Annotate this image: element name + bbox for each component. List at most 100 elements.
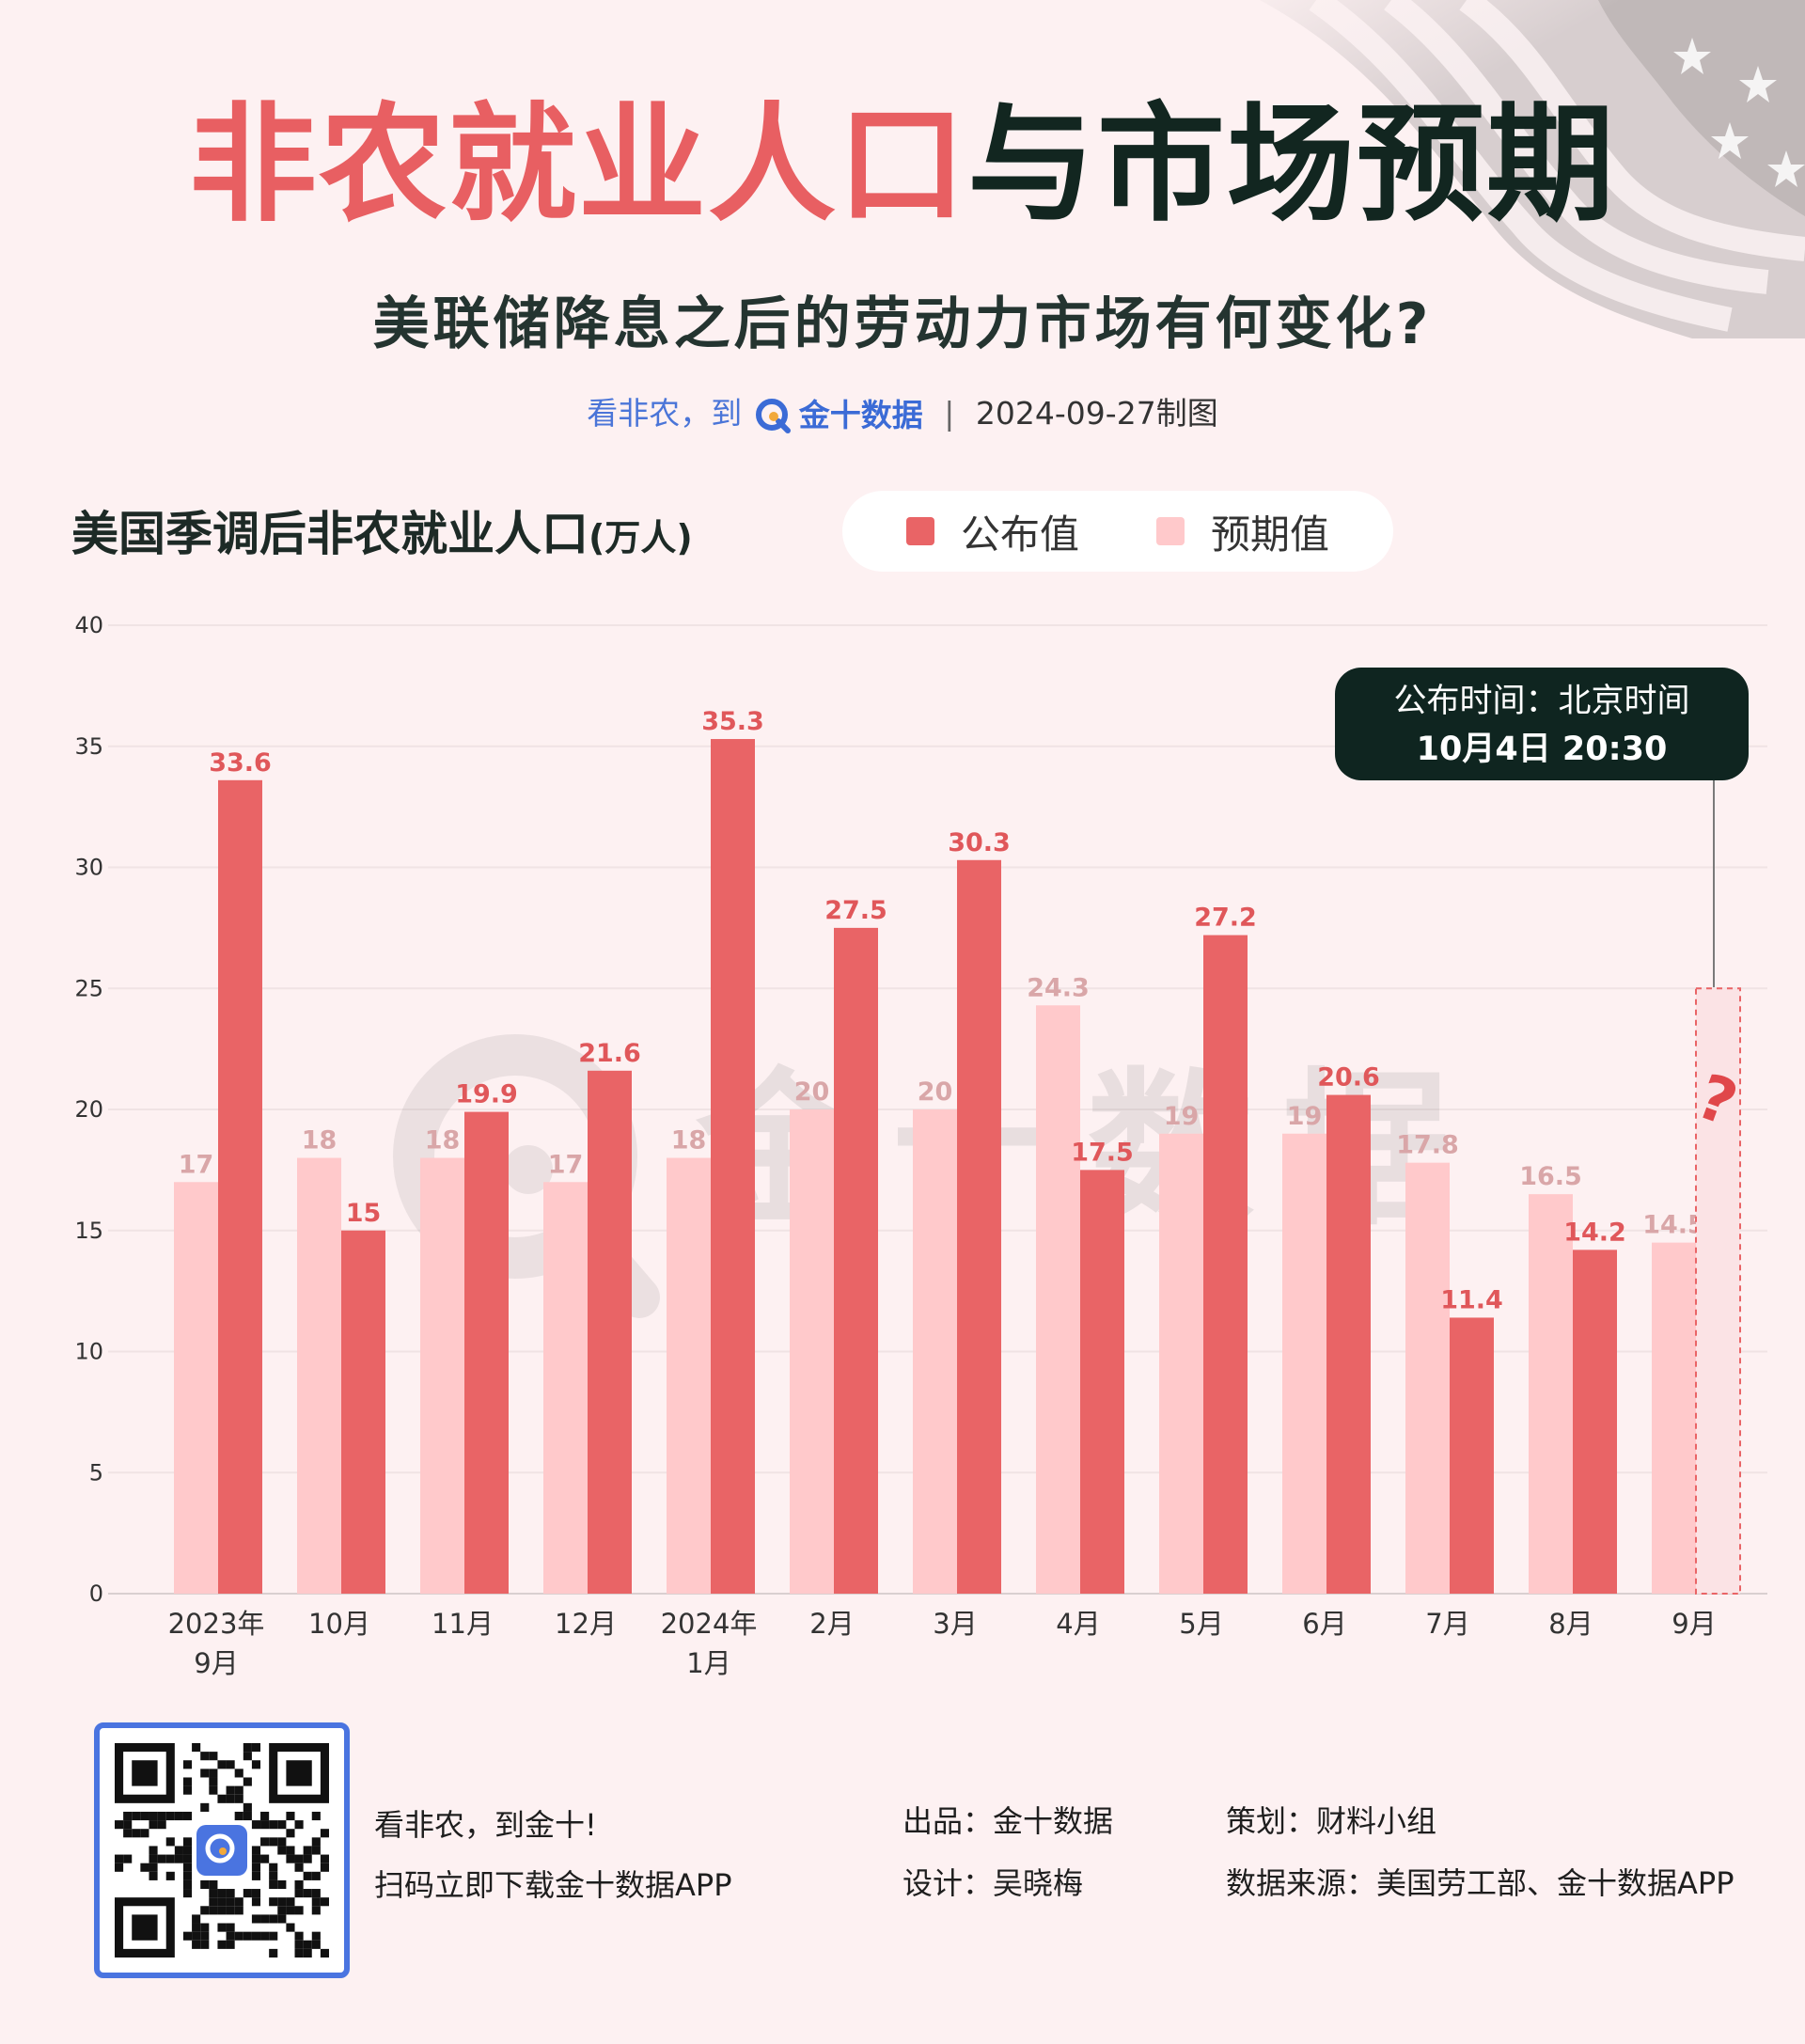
bar-published (711, 739, 755, 1594)
bar-published (1573, 1250, 1617, 1594)
bar-expected (420, 1157, 464, 1594)
data-label-published: 19.9 (455, 1080, 518, 1109)
footer-planner: 策划：财料小组 (1226, 1803, 1437, 1839)
data-label-published: 11.4 (1440, 1285, 1503, 1314)
x-tick-label: 11月 (432, 1608, 494, 1640)
data-label-published: 21.6 (578, 1039, 641, 1068)
bar-expected (790, 1109, 834, 1594)
x-tick-label: 7月 (1425, 1608, 1469, 1640)
bar-expected (1282, 1133, 1326, 1594)
data-label-expected: 18 (425, 1126, 461, 1156)
jin10-logo-icon (755, 398, 791, 433)
footer-source: 数据来源：美国劳工部、金十数据APP (1226, 1865, 1734, 1901)
y-tick-label: 35 (74, 733, 103, 760)
data-label-expected: 20 (794, 1077, 830, 1107)
y-tick-label: 10 (74, 1339, 103, 1365)
legend-item-published: 公布值 (905, 503, 1079, 560)
footer: 看非农，到金十! 扫码立即下载金十数据APP 出品：金十数据 设计：吴晓梅 策划… (0, 1711, 1805, 1993)
data-label-expected: 17.8 (1396, 1131, 1459, 1160)
x-tick-label: 9月 (1672, 1608, 1716, 1640)
release-callout-box (1335, 668, 1749, 780)
data-label-expected: 17 (179, 1150, 214, 1179)
brand-logo: 金十数据 (752, 393, 923, 438)
bar-published (1326, 1094, 1371, 1594)
data-label-expected: 18 (302, 1126, 337, 1156)
data-label-expected: 20 (918, 1077, 953, 1107)
bar-published (218, 779, 262, 1594)
x-tick-label: 8月 (1548, 1608, 1593, 1640)
legend-item-expected: 预期值 (1156, 503, 1329, 560)
chart-title-text: 美国季调后非农就业人口 (71, 507, 589, 561)
bar-published (1080, 1170, 1124, 1594)
us-flag-decoration (1203, 0, 1805, 338)
data-label-expected: 19 (1287, 1102, 1323, 1131)
byline-separator-icon: | (944, 395, 955, 432)
bar-pending (1695, 987, 1741, 1595)
bar-expected (297, 1157, 341, 1594)
y-tick-label: 20 (74, 1096, 103, 1123)
x-tick-label: 10月 (308, 1608, 370, 1640)
page-subtitle: 美联储降息之后的劳动力市场有何变化? (372, 291, 1433, 357)
y-tick-label: 0 (89, 1580, 103, 1607)
bar-expected (1529, 1194, 1573, 1594)
bar-expected (913, 1109, 957, 1594)
footer-slogan: 看非农，到金十! (374, 1807, 597, 1843)
footer-producer: 出品：金十数据 (902, 1803, 1114, 1839)
chart-legend: 公布值 预期值 (842, 491, 1393, 572)
footer-download-text: 扫码立即下载金十数据APP (374, 1867, 732, 1903)
y-tick-label: 30 (74, 855, 103, 881)
chart-title: 美国季调后非农就业人口(万人) (71, 496, 693, 564)
data-label-expected: 14.5 (1642, 1211, 1705, 1240)
byline-brand: 金十数据 (798, 396, 923, 433)
data-label-expected: 18 (671, 1126, 707, 1156)
data-label-published: 35.3 (701, 707, 764, 736)
bar-published (834, 927, 878, 1594)
release-callout-line2: 10月4日 20:30 (1417, 731, 1668, 768)
bar-expected (667, 1157, 711, 1594)
bar-published (957, 859, 1001, 1594)
byline-prefix: 看非农，到 (587, 395, 743, 432)
legend-swatch-expected (1156, 517, 1185, 545)
title-dark-part: 与市场预期 (967, 91, 1616, 240)
legend-label-published: 公布值 (960, 511, 1079, 558)
qr-code-frame[interactable] (94, 1722, 350, 1978)
x-tick-label: 2月 (809, 1608, 854, 1640)
data-label-published: 33.6 (209, 748, 272, 778)
bar-published (1203, 935, 1248, 1594)
bar-published (341, 1230, 385, 1594)
y-tick-label: 15 (74, 1218, 103, 1244)
bar-expected (1159, 1133, 1203, 1594)
footer-designer: 设计：吴晓梅 (902, 1865, 1084, 1901)
y-tick-label: 40 (74, 612, 103, 638)
x-tick-label: 12月 (555, 1608, 617, 1640)
data-label-published: 17.5 (1071, 1138, 1134, 1167)
data-label-published: 27.5 (824, 896, 887, 925)
data-label-expected: 17 (548, 1150, 584, 1179)
bar-expected (1652, 1242, 1696, 1594)
page-title: 非农就业人口与市场预期 (0, 102, 1805, 229)
release-callout-line1: 公布时间：北京时间 (1393, 683, 1689, 720)
data-label-published: 15 (346, 1199, 382, 1228)
data-label-published: 14.2 (1563, 1218, 1626, 1247)
legend-label-expected: 预期值 (1211, 511, 1330, 558)
bar-expected (1405, 1162, 1450, 1594)
x-tick-label: 4月 (1056, 1608, 1100, 1640)
data-label-published: 27.2 (1194, 904, 1257, 933)
bar-expected (1036, 1005, 1080, 1594)
byline-date: 2024-09-27制图 (975, 395, 1218, 432)
legend-swatch-published (905, 517, 934, 545)
data-label-expected: 16.5 (1519, 1162, 1582, 1191)
x-tick-label: 5月 (1179, 1608, 1223, 1640)
release-callout: 公布时间：北京时间 10月4日 20:30 (1335, 668, 1749, 987)
bar-published (464, 1111, 509, 1594)
data-label-published: 30.3 (948, 828, 1011, 857)
data-label-published: 20.6 (1317, 1063, 1380, 1093)
title-red-part: 非农就业人口 (189, 91, 967, 240)
bar-published (588, 1070, 632, 1594)
qr-code-icon (115, 1743, 329, 1958)
x-tick-label: 2024年 1月 (661, 1608, 758, 1679)
bar-expected (543, 1182, 588, 1594)
chart-unit: (万人) (589, 517, 693, 558)
x-tick-label: 6月 (1302, 1608, 1346, 1640)
